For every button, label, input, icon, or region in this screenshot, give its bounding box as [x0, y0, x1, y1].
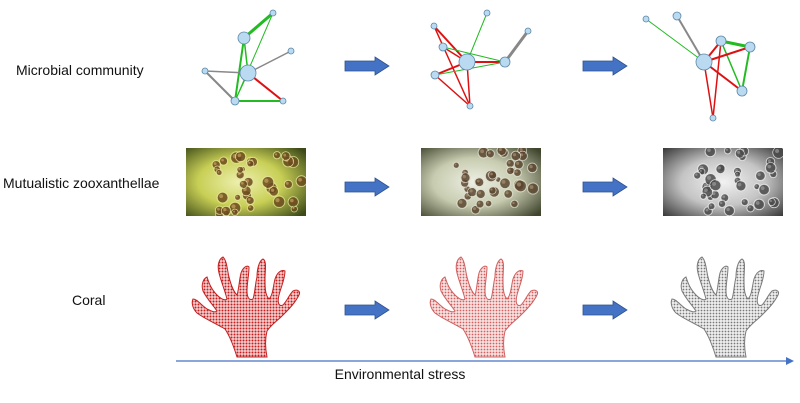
network-node — [695, 53, 713, 71]
stress-axis-arrowhead — [786, 357, 794, 365]
arrow-coral-2 — [582, 300, 628, 320]
axis-label-environmental-stress: Environmental stress — [334, 366, 466, 382]
network-edge — [703, 61, 714, 119]
network-node — [269, 9, 277, 17]
network-edge — [503, 30, 530, 63]
network-2 — [430, 9, 532, 110]
network-node — [438, 42, 448, 52]
zooxanthellae-panel-healthy — [186, 148, 306, 216]
network-node — [715, 35, 727, 47]
row-label-coral: Coral — [72, 292, 106, 308]
network-edge — [204, 70, 236, 102]
network-node — [287, 47, 295, 55]
row-label-microbial: Microbial community — [16, 62, 144, 78]
network-edge — [741, 46, 751, 92]
network-node — [466, 102, 474, 110]
network-node — [458, 53, 476, 71]
network-1 — [201, 9, 295, 106]
arrow-zoox-2 — [582, 177, 628, 197]
network-edge — [676, 15, 705, 63]
network-node — [672, 11, 682, 21]
network-node — [709, 114, 717, 122]
network-node — [430, 22, 438, 30]
network-node — [237, 31, 251, 45]
network-node — [499, 56, 511, 68]
arrow-coral-1 — [344, 300, 390, 320]
arrow-microbial-1 — [344, 56, 390, 76]
network-3 — [642, 11, 756, 122]
network-node — [279, 97, 287, 105]
row-label-zooxanthellae: Mutualistic zooxanthellae — [3, 175, 160, 191]
network-edge — [434, 74, 471, 107]
network-node — [483, 9, 491, 17]
zooxanthellae-panel-bleached — [663, 148, 783, 216]
network-node — [201, 67, 209, 75]
network-node — [524, 27, 532, 35]
network-node — [230, 96, 240, 106]
network-edge — [234, 37, 245, 102]
network-edge — [720, 40, 743, 92]
arrow-zoox-1 — [344, 177, 390, 197]
microbial-network-diagrams — [201, 9, 756, 122]
network-edge — [433, 25, 471, 107]
network-edge — [712, 40, 722, 119]
network-node — [744, 41, 756, 53]
zooxanthellae-panel-stressed — [421, 148, 541, 216]
network-node — [239, 64, 257, 82]
arrow-microbial-2 — [582, 56, 628, 76]
network-edge — [645, 18, 705, 63]
network-node — [642, 15, 650, 23]
network-edge — [442, 46, 506, 63]
network-node — [430, 70, 440, 80]
network-node — [736, 85, 748, 97]
